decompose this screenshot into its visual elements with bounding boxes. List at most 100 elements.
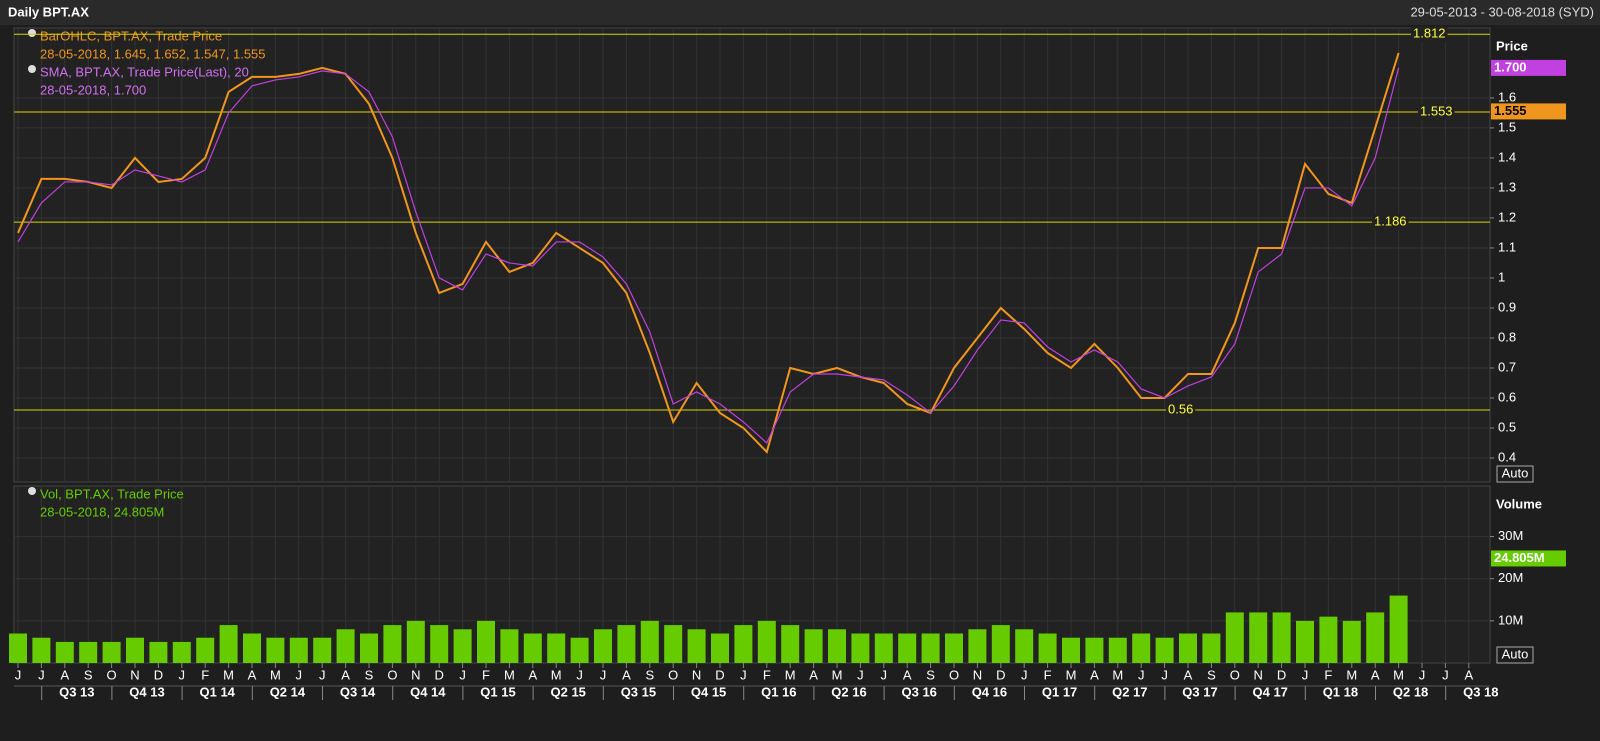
x-tick-label: D (154, 667, 163, 682)
volume-bar (617, 625, 636, 663)
x-tick-label: J (740, 667, 747, 682)
x-tick-label: M (1066, 667, 1077, 682)
horizontal-line-label: 1.812 (1413, 26, 1446, 41)
quarter-label: Q1 17 (1042, 684, 1077, 699)
quarter-label: Q2 17 (1112, 684, 1147, 699)
chart-title: Daily BPT.AX (8, 4, 89, 19)
x-tick-label: J (459, 667, 466, 682)
legend-text: 28-05-2018, 24.805M (40, 504, 164, 519)
volume-bar (711, 633, 729, 663)
quarter-label: Q4 17 (1252, 684, 1287, 699)
x-tick-label: A (622, 667, 631, 682)
volume-bar (196, 637, 215, 663)
y-tick-label: 30M (1498, 528, 1523, 543)
x-tick-label: J (296, 667, 303, 682)
volume-bar (898, 633, 917, 663)
y-tick-label: 0.8 (1498, 329, 1516, 344)
x-tick-label: F (1324, 667, 1332, 682)
volume-bar (79, 641, 98, 663)
legend-text: Vol, BPT.AX, Trade Price (40, 486, 184, 501)
x-tick-label: S (84, 667, 93, 682)
auto-button-label: Auto (1502, 465, 1529, 480)
legend-icon (28, 487, 36, 495)
x-tick-label: O (387, 667, 397, 682)
price-panel (13, 27, 1491, 483)
legend-text: BarOHLC, BPT.AX, Trade Price (40, 28, 222, 43)
x-tick-label: F (763, 667, 771, 682)
volume-bar (945, 633, 963, 663)
quarter-label: Q2 16 (831, 684, 866, 699)
y-tick-label: 0.7 (1498, 359, 1516, 374)
x-tick-label: M (223, 667, 234, 682)
legend-text: 28-05-2018, 1.700 (40, 82, 146, 97)
axis-title: Volume (1496, 496, 1542, 511)
quarter-label: Q1 14 (199, 684, 235, 699)
volume-bar (757, 620, 776, 663)
volume-bar (1155, 637, 1174, 663)
x-tick-label: J (1302, 667, 1309, 682)
volume-bar (1389, 595, 1408, 663)
x-tick-label: D (435, 667, 444, 682)
volume-bar (968, 629, 987, 663)
volume-bar (734, 625, 753, 663)
horizontal-line-label: 1.186 (1374, 214, 1407, 229)
x-tick-label: A (248, 667, 257, 682)
volume-bar (547, 633, 566, 663)
x-tick-label: A (60, 667, 69, 682)
auto-button-label: Auto (1502, 646, 1529, 661)
y-tick-label: 0.9 (1498, 299, 1516, 314)
volume-bar (594, 629, 612, 663)
price-tag-label: 24.805M (1494, 550, 1545, 565)
x-tick-label: N (1254, 667, 1263, 682)
quarter-label: Q1 15 (480, 684, 515, 699)
volume-bar (687, 629, 706, 663)
volume-bar (640, 620, 659, 663)
price-tag (1491, 550, 1566, 567)
y-tick-label: 10M (1498, 612, 1523, 627)
price-tag (1491, 59, 1566, 76)
volume-bar (102, 641, 121, 663)
horizontal-line-label: 1.553 (1420, 103, 1453, 118)
x-tick-label: J (1442, 667, 1449, 682)
volume-bar (453, 629, 472, 663)
x-tick-label: M (1393, 667, 1404, 682)
volume-bar (383, 625, 402, 663)
volume-bar (921, 633, 940, 663)
x-tick-label: S (926, 667, 935, 682)
price-line (17, 67, 1400, 444)
x-tick-label: J (881, 667, 888, 682)
y-tick-label: 1.6 (1498, 89, 1516, 104)
volume-bar (1038, 633, 1057, 663)
volume-bar (523, 633, 542, 663)
quarter-label: Q3 18 (1463, 684, 1498, 699)
volume-bar (1015, 629, 1034, 663)
y-tick-label: 20M (1498, 570, 1523, 585)
volume-bar (430, 625, 449, 663)
x-tick-label: A (809, 667, 818, 682)
x-tick-label: M (1112, 667, 1123, 682)
x-tick-label: M (785, 667, 796, 682)
x-tick-label: A (903, 667, 912, 682)
volume-bar (289, 637, 308, 663)
volume-bar (1272, 612, 1291, 663)
quarter-label: Q4 13 (129, 684, 164, 699)
quarter-label: Q3 13 (59, 684, 94, 699)
x-tick-label: A (528, 667, 537, 682)
legend-icon (28, 29, 36, 37)
x-tick-label: N (973, 667, 982, 682)
volume-bar (1225, 612, 1244, 663)
y-tick-label: 1.1 (1498, 239, 1516, 254)
x-tick-label: D (1277, 667, 1286, 682)
y-tick-label: 1.4 (1498, 149, 1516, 164)
x-tick-label: O (668, 667, 678, 682)
auto-button (1496, 646, 1534, 664)
x-tick-label: J (1138, 667, 1145, 682)
volume-bar (570, 637, 589, 663)
volume-bar (149, 641, 168, 663)
label-background (1372, 214, 1409, 231)
legend-text: 28-05-2018, 1.645, 1.652, 1.547, 1.555 (40, 46, 266, 61)
label-background (1418, 104, 1455, 121)
volume-bar (1179, 633, 1197, 663)
volume-bar (1296, 620, 1314, 663)
